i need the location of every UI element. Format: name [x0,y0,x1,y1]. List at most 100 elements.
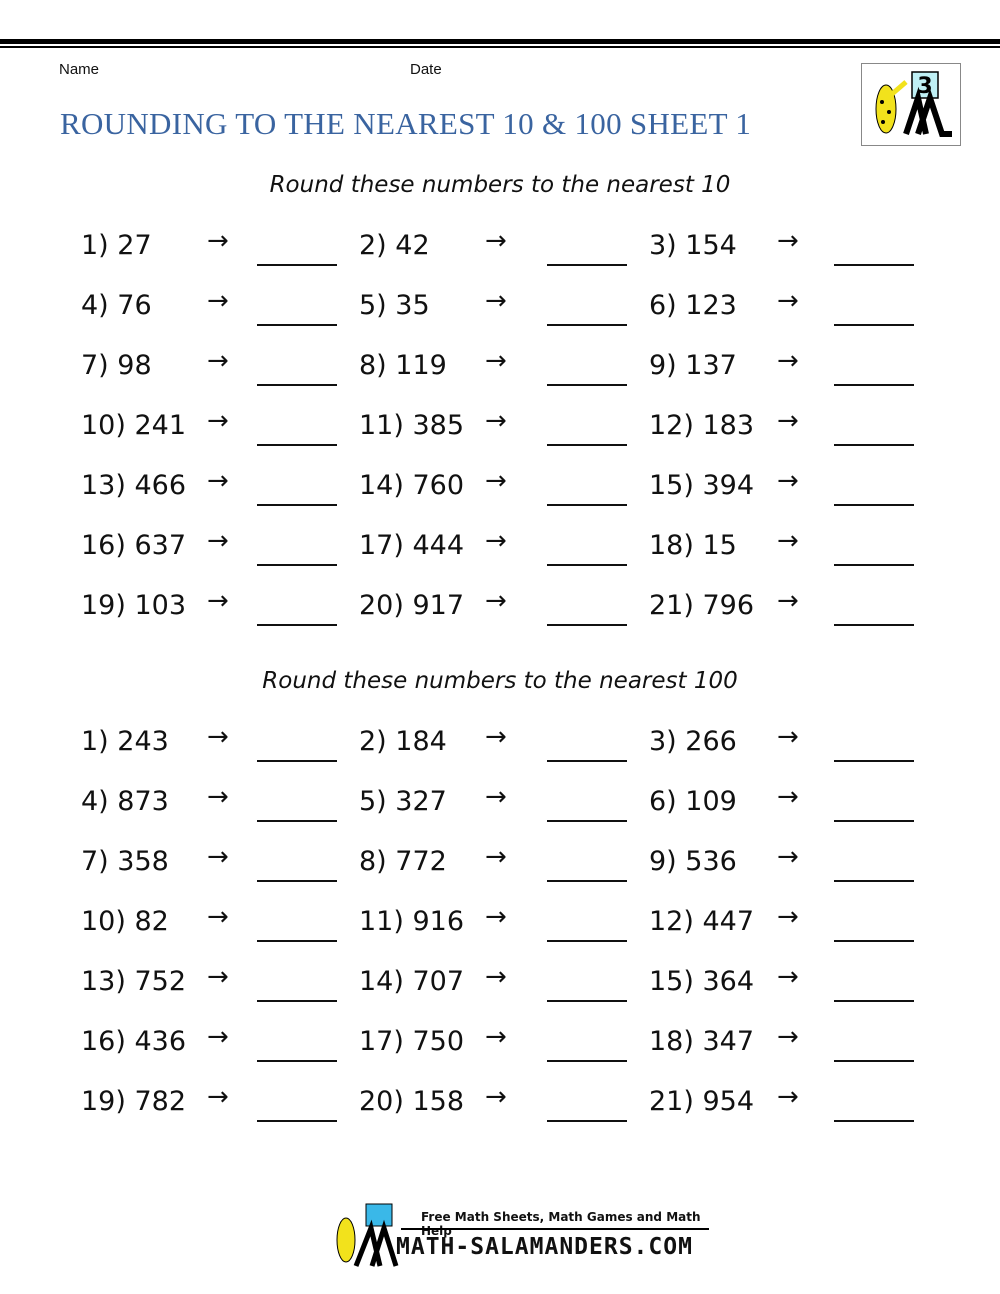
answer-blank[interactable] [547,760,627,762]
question-number: 10) 82 [81,906,169,937]
answer-blank[interactable] [257,1000,337,1002]
question-number: 18) 347 [649,1026,755,1057]
answer-blank[interactable] [547,264,627,266]
question-number: 19) 782 [81,1086,187,1117]
question-number: 7) 98 [81,350,152,381]
question-number: 14) 760 [359,470,465,501]
arrow-right-icon: → [777,526,799,556]
question-item: 9) 536 → [0,842,1000,886]
arrow-right-icon: → [485,1082,507,1112]
arrow-right-icon: → [777,586,799,616]
question-number: 18) 15 [649,530,737,561]
arrow-right-icon: → [777,1082,799,1112]
answer-blank[interactable] [257,1120,337,1122]
arrow-right-icon: → [207,406,229,436]
answer-blank[interactable] [834,760,914,762]
answer-blank[interactable] [834,1060,914,1062]
answer-blank[interactable] [834,444,914,446]
arrow-right-icon: → [777,286,799,316]
question-item: 2) 184 → [0,722,1000,766]
top-rule [0,39,1000,44]
arrow-right-icon: → [485,466,507,496]
answer-blank[interactable] [547,1060,627,1062]
answer-blank[interactable] [547,624,627,626]
arrow-right-icon: → [207,226,229,256]
question-item: 1) 243 → [0,722,1000,766]
answer-blank[interactable] [834,1000,914,1002]
question-item: 13) 466 → [0,466,1000,510]
question-number: 14) 707 [359,966,465,997]
arrow-right-icon: → [207,902,229,932]
answer-blank[interactable] [547,940,627,942]
answer-blank[interactable] [547,444,627,446]
question-number: 15) 394 [649,470,755,501]
answer-blank[interactable] [257,324,337,326]
arrow-right-icon: → [207,1022,229,1052]
answer-blank[interactable] [834,1120,914,1122]
question-number: 17) 444 [359,530,465,561]
answer-blank[interactable] [547,564,627,566]
arrow-right-icon: → [485,346,507,376]
question-item: 3) 154 → [0,226,1000,270]
arrow-right-icon: → [207,346,229,376]
answer-blank[interactable] [834,624,914,626]
answer-blank[interactable] [834,324,914,326]
question-number: 6) 123 [649,290,737,321]
answer-blank[interactable] [257,444,337,446]
question-number: 20) 158 [359,1086,465,1117]
answer-blank[interactable] [257,624,337,626]
question-number: 11) 385 [359,410,465,441]
answer-blank[interactable] [834,264,914,266]
question-item: 15) 364 → [0,962,1000,1006]
arrow-right-icon: → [485,526,507,556]
salamander-logo: 3 [861,63,961,146]
answer-blank[interactable] [257,384,337,386]
answer-blank[interactable] [834,880,914,882]
arrow-right-icon: → [485,962,507,992]
answer-blank[interactable] [547,880,627,882]
arrow-right-icon: → [777,962,799,992]
answer-blank[interactable] [547,504,627,506]
question-item: 4) 873 → [0,782,1000,826]
question-item: 5) 327 → [0,782,1000,826]
answer-blank[interactable] [547,384,627,386]
answer-blank[interactable] [547,820,627,822]
question-item: 21) 954 → [0,1082,1000,1126]
arrow-right-icon: → [207,962,229,992]
answer-blank[interactable] [257,880,337,882]
answer-blank[interactable] [257,760,337,762]
arrow-right-icon: → [207,722,229,752]
answer-blank[interactable] [257,940,337,942]
answer-blank[interactable] [834,820,914,822]
question-item: 15) 394 → [0,466,1000,510]
question-item: 12) 183 → [0,406,1000,450]
arrow-right-icon: → [207,586,229,616]
question-number: 8) 772 [359,846,447,877]
answer-blank[interactable] [257,820,337,822]
answer-blank[interactable] [834,384,914,386]
question-item: 8) 119 → [0,346,1000,390]
answer-blank[interactable] [547,1000,627,1002]
answer-blank[interactable] [257,504,337,506]
question-item: 20) 917 → [0,586,1000,630]
footer-tagline: Free Math Sheets, Math Games and Math He… [421,1210,701,1238]
question-number: 12) 447 [649,906,755,937]
arrow-right-icon: → [207,842,229,872]
answer-blank[interactable] [834,564,914,566]
question-number: 11) 916 [359,906,465,937]
arrow-right-icon: → [485,286,507,316]
answer-blank[interactable] [257,264,337,266]
answer-blank[interactable] [547,1120,627,1122]
answer-blank[interactable] [834,940,914,942]
answer-blank[interactable] [257,1060,337,1062]
question-item: 13) 752 → [0,962,1000,1006]
arrow-right-icon: → [777,722,799,752]
question-item: 3) 266 → [0,722,1000,766]
answer-blank[interactable] [257,564,337,566]
question-item: 2) 42 → [0,226,1000,270]
answer-blank[interactable] [834,504,914,506]
question-number: 3) 266 [649,726,737,757]
answer-blank[interactable] [547,324,627,326]
question-number: 19) 103 [81,590,187,621]
arrow-right-icon: → [485,722,507,752]
